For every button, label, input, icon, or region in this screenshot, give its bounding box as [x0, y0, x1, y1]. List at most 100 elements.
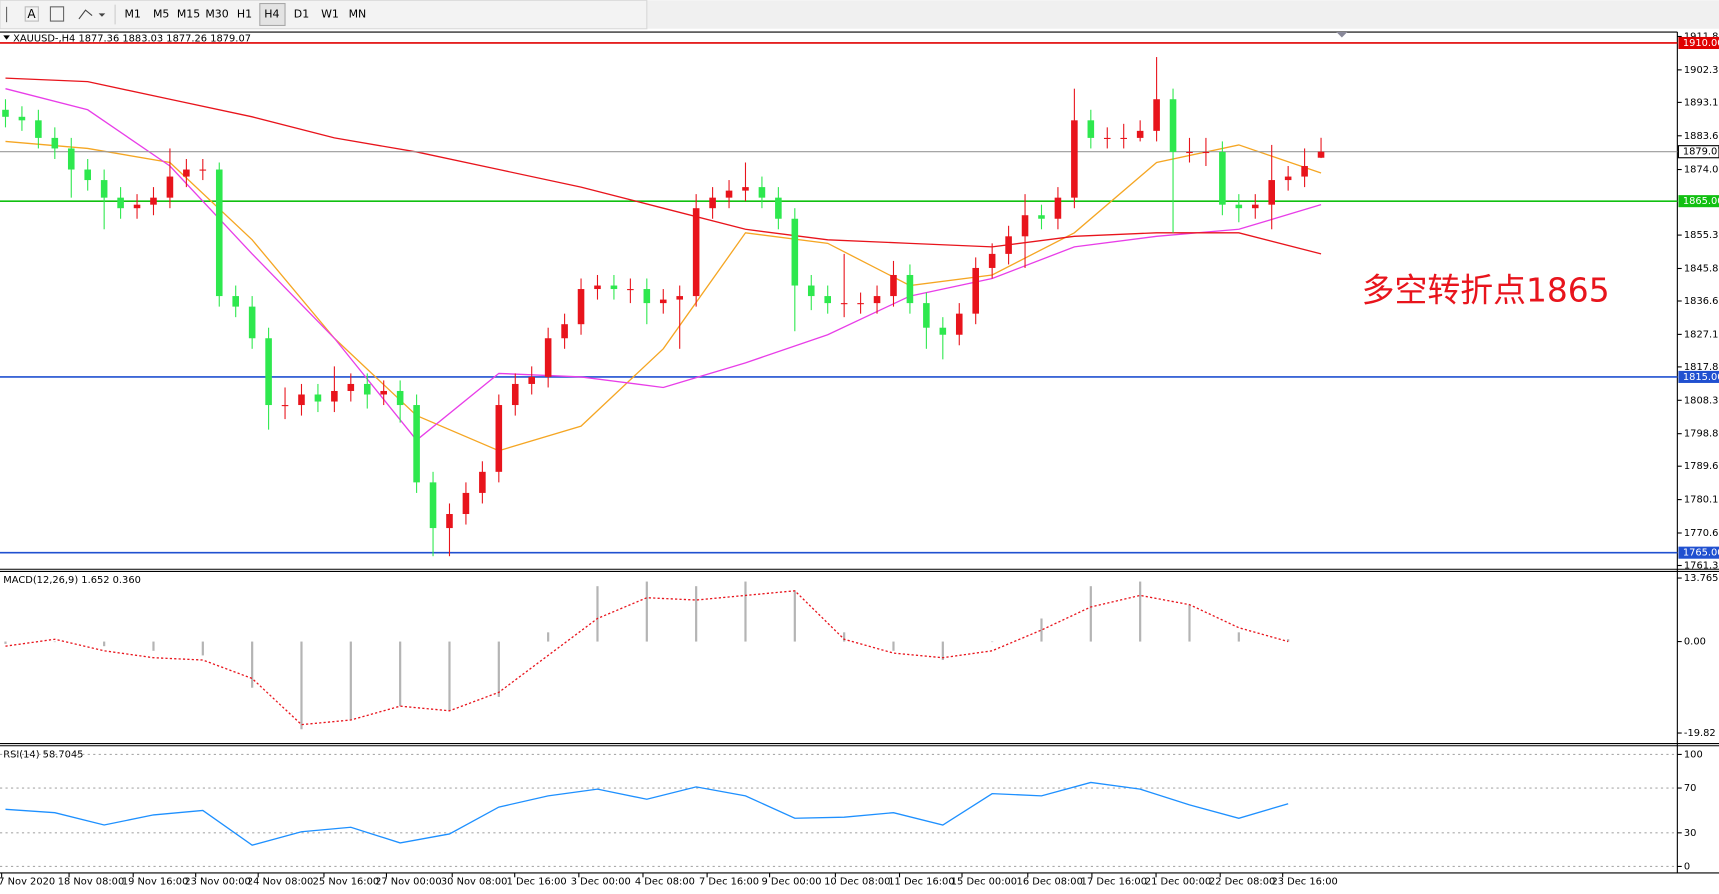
candle-body: [413, 405, 420, 483]
candle-body: [1120, 137, 1127, 139]
icon-shapes[interactable]: [78, 9, 93, 20]
icon-text-a: A: [27, 7, 36, 21]
x-tick-label: 25 Nov 16:00: [313, 877, 379, 888]
timeframe-button[interactable]: M15: [177, 8, 200, 21]
macd-bar: [448, 641, 451, 711]
ohlc-close: 1879.07: [210, 34, 251, 45]
macd-bar: [892, 641, 895, 651]
candle-body: [758, 187, 766, 198]
candle-body: [824, 296, 831, 304]
macd-bar: [103, 641, 106, 647]
header-arrow: [3, 35, 10, 40]
timeframe-button[interactable]: W1: [321, 8, 339, 21]
icon-text[interactable]: [24, 6, 39, 22]
macd-bar: [201, 641, 204, 656]
candle-body: [1103, 137, 1111, 139]
x-tick-label: 23 Dec 16:00: [1271, 877, 1337, 888]
ohlc-open: 1877.36: [78, 34, 119, 45]
candle-body: [1005, 236, 1012, 254]
macd-bar: [1040, 618, 1043, 642]
macd-bar: [497, 641, 500, 697]
macd-bar: [793, 590, 796, 642]
candle-body: [972, 267, 979, 314]
candle-body: [117, 197, 124, 209]
symbol: XAUUSD-,H4: [13, 34, 75, 45]
candle-body: [725, 190, 733, 198]
candle-body: [347, 383, 355, 391]
y-tick-label: -19.82: [1684, 728, 1716, 739]
x-tick-label: 16 Dec 08:00: [1017, 877, 1083, 888]
candle-body: [791, 218, 799, 286]
timeframe-button[interactable]: M1: [124, 8, 140, 21]
shift-marker: [1336, 32, 1348, 38]
candle-body: [939, 327, 947, 335]
timeframe-button[interactable]: D1: [294, 8, 309, 21]
candle-body: [314, 394, 322, 402]
candle-body: [166, 176, 174, 198]
y-tick-label: 1845.85: [1684, 263, 1719, 274]
candle-body: [610, 285, 618, 290]
candle-body: [544, 338, 552, 377]
moving-average: [5, 77, 1322, 255]
x-tick-label: 9 Dec 00:00: [762, 877, 822, 888]
moving-average: [5, 140, 1322, 452]
timeframe-button[interactable]: H4: [264, 8, 279, 21]
candle-body: [67, 148, 75, 170]
candle-body: [873, 296, 881, 304]
macd-bar: [645, 581, 648, 642]
y-tick-label: 30: [1684, 828, 1697, 839]
x-tick-label: 27 Nov 00:00: [375, 877, 441, 888]
icon-dropdown[interactable]: [98, 13, 106, 17]
x-tick-label: 18 Nov 08:00: [58, 877, 124, 888]
candle-body: [1284, 176, 1292, 181]
candle-body: [183, 169, 190, 177]
y-tick-label: 70: [1684, 783, 1697, 794]
macd-bar: [1188, 604, 1191, 642]
level-label: 1815.00: [1683, 372, 1719, 383]
y-tick-label: 1883.60: [1684, 131, 1719, 142]
macd-bar: [399, 641, 402, 707]
x-tick-label: 21 Dec 00:00: [1145, 877, 1211, 888]
candle-body: [1301, 166, 1308, 177]
y-tick-label: 1855.35: [1684, 230, 1719, 241]
candle-body: [659, 299, 667, 304]
macd-bar: [695, 586, 698, 642]
candle-body: [84, 169, 91, 181]
x-tick-label: 24 Nov 08:00: [247, 877, 313, 888]
candle-body: [692, 208, 700, 297]
current-price-bg: [1677, 145, 1719, 159]
candle-body: [923, 303, 930, 328]
y-tick-label: 1874.00: [1684, 165, 1719, 176]
candle-body: [1136, 130, 1144, 138]
candle-body: [298, 394, 305, 406]
candle-body: [396, 390, 404, 406]
candle-body: [215, 169, 223, 297]
toolbar: A M1 M5 M15 M30 H1 H4 D1 W1 MN: [0, 0, 1719, 30]
timeframe-button[interactable]: M5: [153, 8, 169, 21]
annotation: 多空转折点1865: [1362, 270, 1610, 309]
candle-body: [232, 296, 239, 307]
candle-body: [150, 197, 157, 205]
timeframe-button[interactable]: M30: [205, 8, 228, 21]
timeframe-button[interactable]: H1: [237, 8, 252, 21]
icon-label[interactable]: [49, 6, 65, 22]
y-tick-label: 1780.10: [1684, 495, 1719, 506]
candle-body: [479, 471, 486, 493]
macd-bar: [941, 641, 944, 661]
y-tick-label: 1817.85: [1684, 362, 1719, 373]
candle-body: [199, 169, 207, 171]
candle-body: [906, 274, 914, 304]
current-price-label: 1879.07: [1683, 147, 1719, 158]
candle-body: [561, 324, 568, 339]
candle-body: [1153, 99, 1160, 131]
candle-body: [1202, 151, 1210, 154]
macd-bar: [991, 641, 994, 643]
timeframe-button[interactable]: MN: [349, 8, 367, 21]
candle-body: [988, 253, 996, 268]
x-tick-label: 22 Dec 08:00: [1209, 877, 1275, 888]
toolbar-panel: [0, 0, 648, 30]
candle-body: [643, 289, 651, 304]
level-label: 1865.00: [1683, 196, 1719, 207]
candle-body: [676, 296, 683, 300]
candle-body: [281, 405, 289, 407]
